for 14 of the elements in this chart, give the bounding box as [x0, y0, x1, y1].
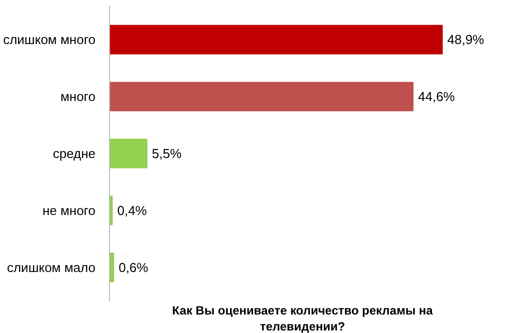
- bar: [110, 82, 414, 112]
- text: Как Вы оцениваете количество рекламы на телевидении?: [172, 304, 434, 333]
- y-tick-label: средне: [52, 146, 96, 161]
- y-tick-label: много: [60, 89, 96, 104]
- data-label: 5,5%: [152, 146, 182, 161]
- bar: [110, 138, 148, 168]
- y-tick-label: слишком много: [3, 32, 96, 48]
- y-tick-label: слишком мало: [6, 260, 96, 275]
- data-label: 0,6%: [118, 260, 149, 275]
- data-label: 0,4%: [117, 202, 148, 218]
- y-tick-label: не много: [42, 202, 96, 218]
- bar: [110, 24, 443, 54]
- data-label: 44,6%: [418, 89, 456, 104]
- data-label: 48,9%: [447, 32, 485, 48]
